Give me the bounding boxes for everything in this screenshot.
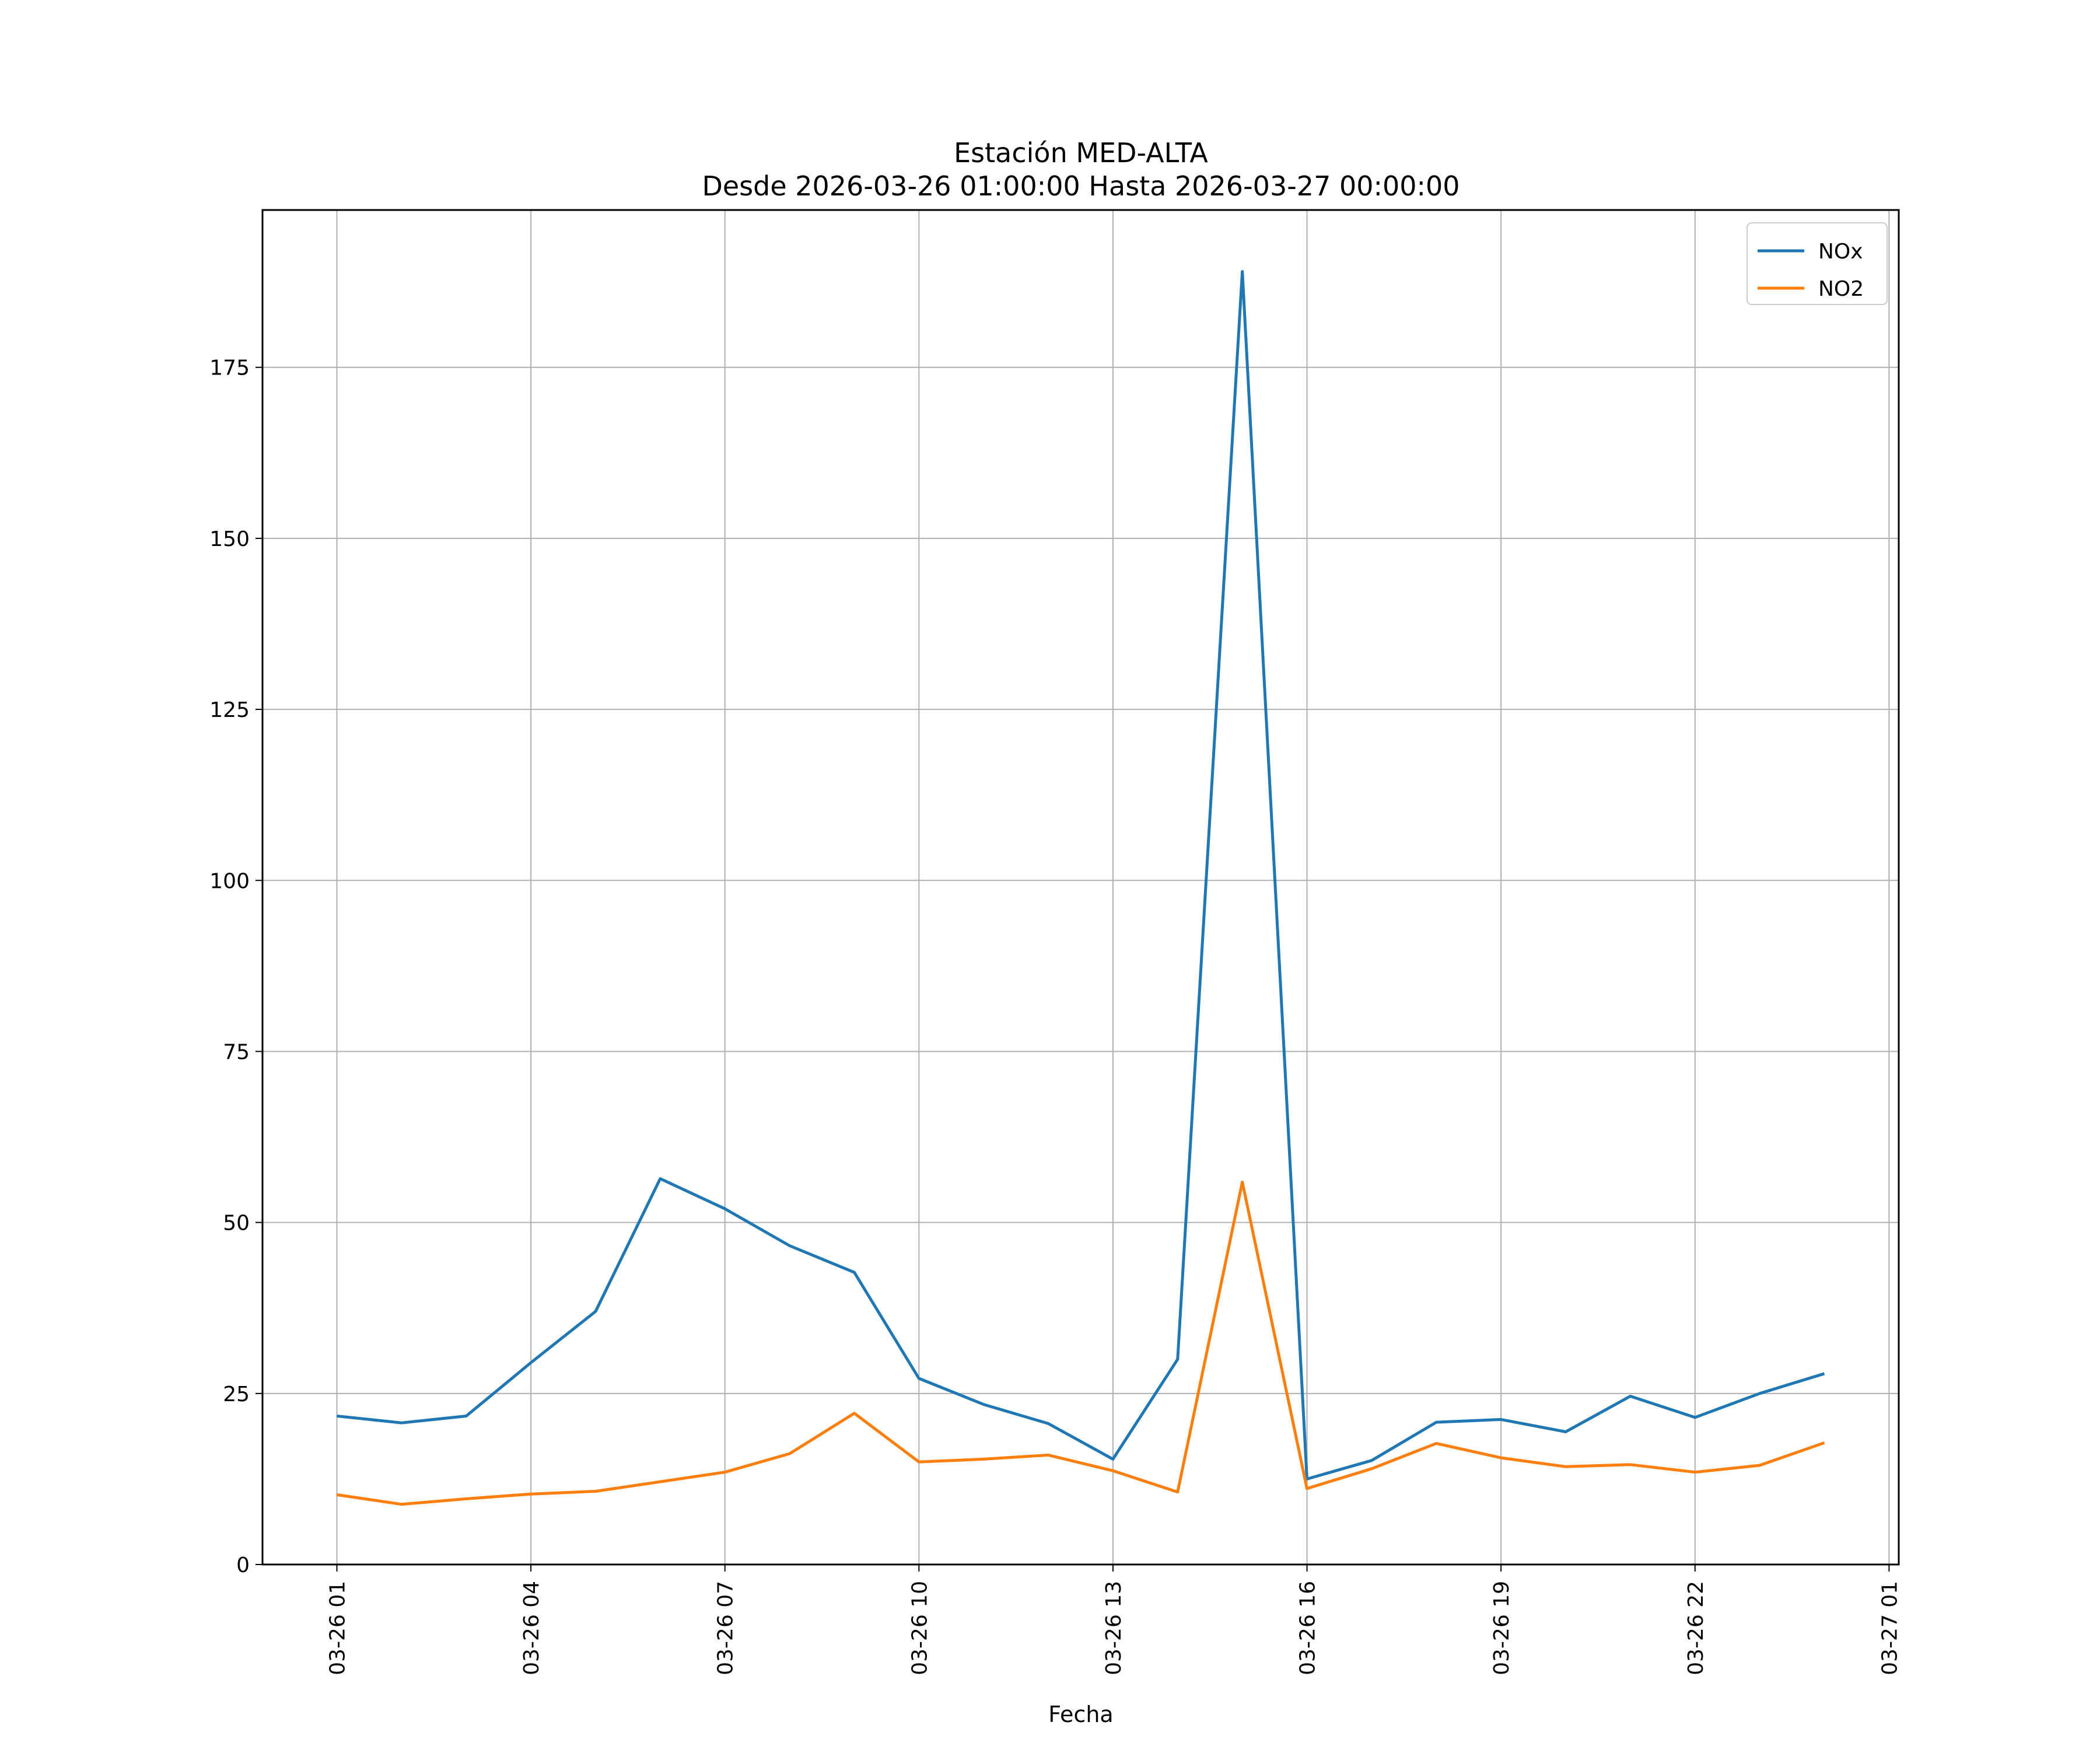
y-tick-label: 25 <box>223 1382 250 1406</box>
series-line-no2 <box>337 1180 1825 1506</box>
x-tick-label: 03-26 13 <box>1102 1581 1126 1675</box>
x-tick-label: 03-27 01 <box>1878 1581 1902 1675</box>
legend-label-no2: NO2 <box>1818 277 1864 301</box>
x-axis-label: Fecha <box>1048 1702 1113 1727</box>
chart-title: Estación MED-ALTA <box>954 137 1208 169</box>
x-tick-label: 03-26 19 <box>1490 1581 1514 1675</box>
legend-label-nox: NOx <box>1818 240 1863 264</box>
y-tick-label: 0 <box>236 1553 250 1577</box>
y-tick-label: 150 <box>209 527 250 551</box>
x-tick-label: 03-26 04 <box>520 1581 544 1675</box>
legend-box <box>1746 222 1888 305</box>
grid-lines <box>262 210 1899 1565</box>
x-tick-label: 03-26 01 <box>326 1581 350 1675</box>
y-tick-label: 125 <box>209 698 250 722</box>
x-tick-label: 03-26 10 <box>908 1581 932 1675</box>
x-tick-label: 03-26 16 <box>1296 1581 1320 1675</box>
chart-subtitle: Desde 2026-03-26 01:00:00 Hasta 2026-03-… <box>702 170 1460 202</box>
plot-frame <box>261 209 1900 1566</box>
y-tick-label: 75 <box>223 1040 250 1064</box>
legend: NOx NO2 <box>1746 222 1888 305</box>
series-line-nox <box>337 270 1825 1480</box>
series-layer <box>337 270 1825 1506</box>
axes: 0 25 50 75 100 125 150 175 03-26 01 03-26 04 03-26… <box>209 356 1902 1675</box>
x-tick-label: 03-26 22 <box>1684 1581 1708 1675</box>
y-tick-label: 100 <box>209 869 250 893</box>
y-tick-label: 175 <box>209 356 250 380</box>
y-tick-label: 50 <box>223 1212 250 1236</box>
x-tick-label: 03-26 07 <box>714 1581 738 1675</box>
